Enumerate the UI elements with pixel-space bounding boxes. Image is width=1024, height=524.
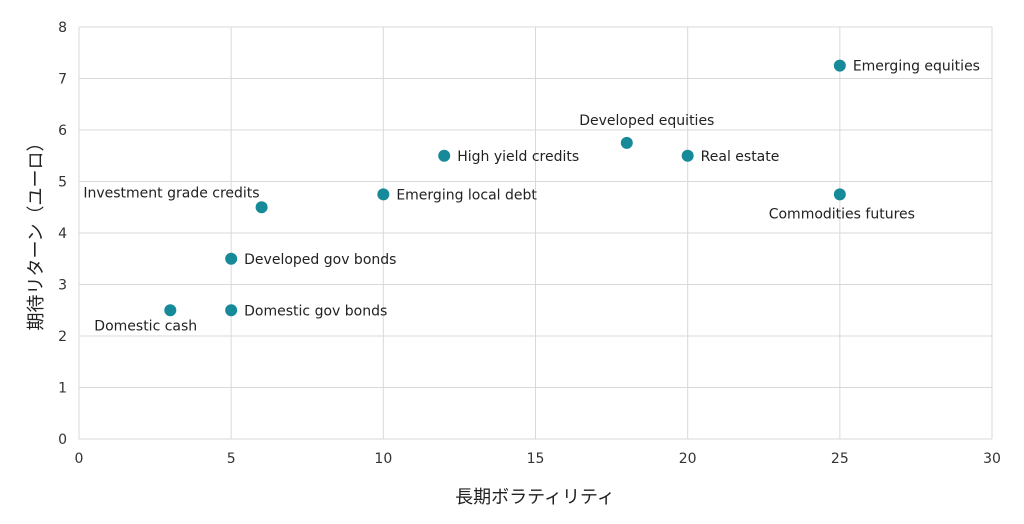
point-label: Emerging local debt xyxy=(396,187,537,203)
x-tick-label: 30 xyxy=(983,451,1001,467)
data-point xyxy=(225,304,238,317)
y-tick-label: 4 xyxy=(58,226,67,242)
data-point xyxy=(833,188,846,201)
data-point xyxy=(620,136,633,149)
data-point xyxy=(438,149,451,162)
x-tick-label: 0 xyxy=(75,451,84,467)
data-point xyxy=(225,252,238,265)
grid xyxy=(78,26,993,440)
data-points xyxy=(164,59,846,317)
point-label: Emerging equities xyxy=(853,59,980,75)
y-tick-label: 1 xyxy=(58,381,67,397)
tick-labels: 0 5 10 15 20 25 30 0 1 2 3 4 5 6 7 8 xyxy=(58,20,1001,467)
y-tick-label: 0 xyxy=(58,432,67,448)
y-tick-label: 5 xyxy=(58,175,67,191)
y-tick-label: 6 xyxy=(58,123,67,139)
data-point xyxy=(833,59,846,72)
x-axis-title: 長期ボラティリティ xyxy=(455,487,615,508)
data-point xyxy=(164,304,177,317)
data-point xyxy=(681,149,694,162)
point-label: Developed gov bonds xyxy=(244,252,396,268)
data-point xyxy=(377,188,390,201)
x-tick-label: 15 xyxy=(527,451,545,467)
point-label: Commodities futures xyxy=(769,206,915,222)
point-label: Domestic gov bonds xyxy=(244,303,387,319)
x-tick-label: 25 xyxy=(831,451,849,467)
point-label: High yield credits xyxy=(457,149,579,165)
point-label: Investment grade credits xyxy=(83,185,259,201)
x-tick-label: 20 xyxy=(679,451,697,467)
point-label: Real estate xyxy=(701,149,780,165)
x-tick-label: 5 xyxy=(227,451,236,467)
point-labels: Domestic cash Domestic gov bonds Developed… xyxy=(83,59,980,335)
y-tick-label: 8 xyxy=(58,20,67,36)
data-point xyxy=(255,201,268,214)
y-tick-label: 7 xyxy=(58,72,67,88)
y-tick-label: 2 xyxy=(58,329,67,345)
y-tick-label: 3 xyxy=(58,278,67,294)
x-tick-label: 10 xyxy=(374,451,392,467)
y-axis-title: 期待リターン（ユーロ） xyxy=(26,133,47,330)
point-label: Developed equities xyxy=(579,113,714,129)
point-label: Domestic cash xyxy=(94,318,197,334)
